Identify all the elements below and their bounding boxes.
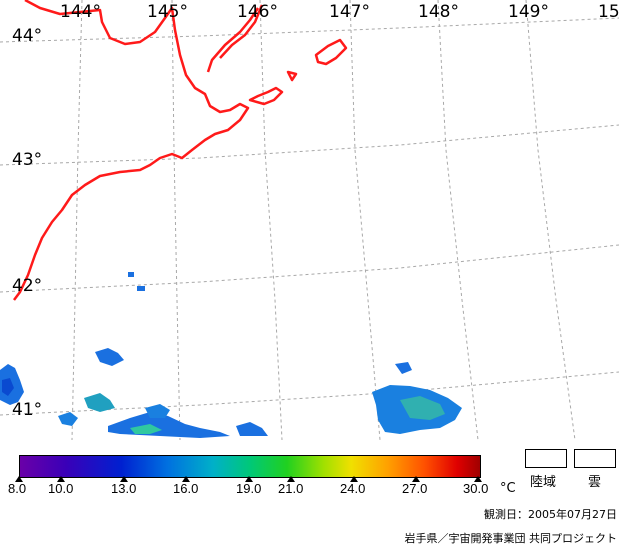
credit-text: 岩手県／宇宙開発事業団 共同プロジェクト (404, 532, 618, 545)
colorbar-tick-mark (474, 476, 482, 482)
colorbar-tick-mark (412, 476, 420, 482)
colorbar-tick-mark (182, 476, 190, 482)
meridian-147 (349, 0, 381, 440)
colorbar-tick-label: 19.0 (236, 481, 262, 496)
latitude-label-43: 43° (12, 150, 43, 170)
colorbar-tick-label: 30.0 (463, 481, 489, 496)
colorbar-tick-mark (57, 476, 65, 482)
longitude-label-144: 144° (60, 2, 101, 22)
land-legend-swatch (525, 449, 567, 468)
longitude-label-146: 146° (237, 2, 278, 22)
meridian-145 (171, 0, 181, 440)
colorbar-tick-mark (15, 476, 23, 482)
habomai-islands (248, 86, 284, 106)
colorbar-tick-mark (287, 476, 295, 482)
parallel-44 (0, 17, 619, 43)
cloud-legend-swatch (574, 449, 616, 468)
cloud-legend-label: 雲 (588, 475, 602, 490)
colorbar-tick-label: 27.0 (402, 481, 428, 496)
colorbar-tick-label: 10.0 (48, 481, 74, 496)
meridian-149 (525, 0, 576, 440)
shiretoko-peninsula (206, 7, 260, 73)
latitude-label-42: 42° (12, 276, 43, 296)
parallel-41 (0, 371, 619, 416)
meridian-148 (437, 0, 479, 440)
graticule (0, 0, 619, 440)
colorbar-tick-mark (350, 476, 358, 482)
land-legend-label: 陸域 (530, 475, 557, 490)
colorbar-unit: °C (500, 481, 516, 496)
map-area (0, 0, 619, 440)
colorbar-tick-label: 16.0 (173, 481, 199, 496)
shikotan-island (286, 70, 298, 82)
hokkaido-coast (13, 0, 250, 301)
latitude-label-44: 44° (12, 26, 43, 46)
meridian-144 (71, 0, 83, 440)
parallel-43 (0, 124, 619, 166)
colorbar-tick-mark (120, 476, 128, 482)
longitude-label-150: 15 (598, 2, 619, 22)
colorbar-tick-mark (245, 476, 253, 482)
latitude-label-41: 41° (12, 400, 43, 420)
etorofu-island (314, 38, 348, 66)
colorbar-tick-label: 8.0 (8, 481, 27, 496)
kunashiri-island (219, 4, 264, 59)
colorbar-tick-label: 21.0 (278, 481, 304, 496)
longitude-label-147: 147° (329, 2, 370, 22)
temperature-colorbar (19, 455, 481, 478)
sea-surface-temperature-patches (0, 272, 462, 438)
meridian-146 (259, 0, 283, 440)
longitude-label-145: 145° (147, 2, 188, 22)
coastline (13, 0, 348, 301)
parallel-42 (0, 244, 619, 293)
observation-date: 観測日：2005年07月27日 (484, 508, 617, 521)
colorbar-tick-label: 13.0 (111, 481, 137, 496)
colorbar-tick-label: 24.0 (340, 481, 366, 496)
longitude-label-148: 148° (418, 2, 459, 22)
longitude-label-149: 149° (508, 2, 549, 22)
